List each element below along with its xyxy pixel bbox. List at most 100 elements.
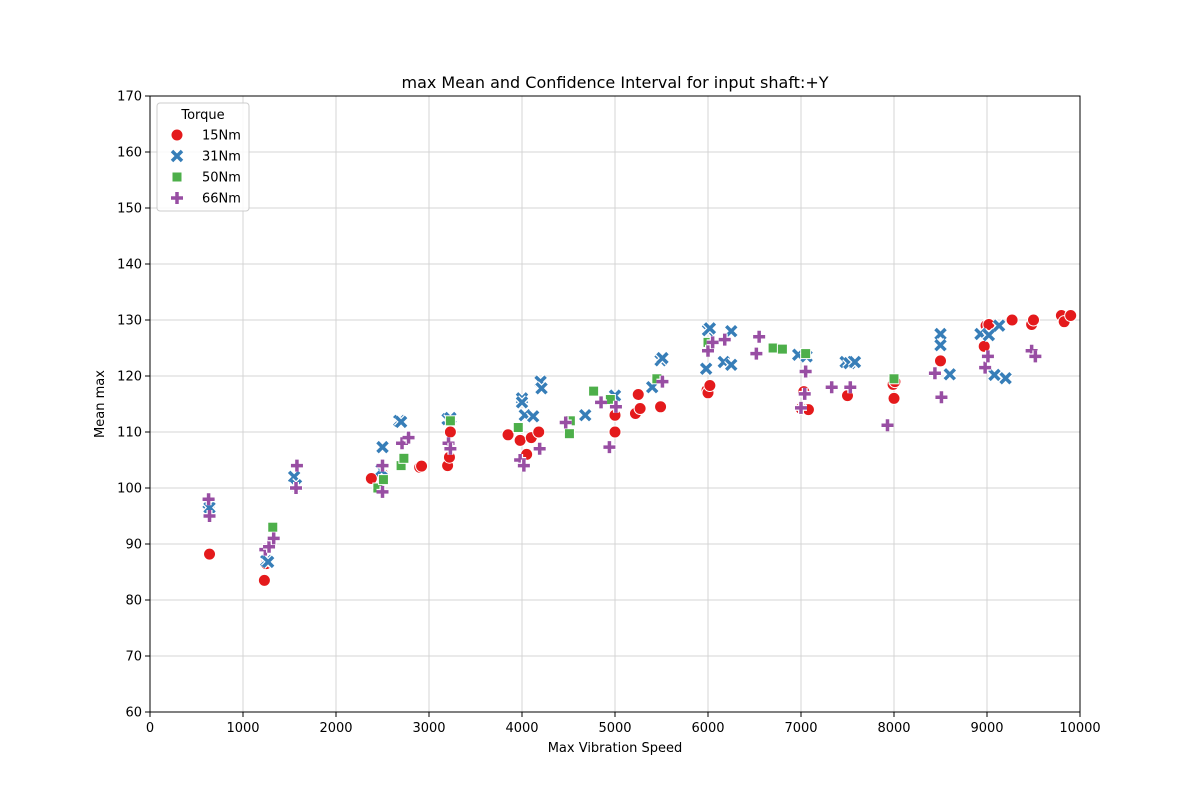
x-tick-label: 6000 xyxy=(691,721,724,736)
data-points xyxy=(201,309,1078,587)
data-point xyxy=(998,371,1013,386)
data-point xyxy=(942,367,957,382)
data-point xyxy=(398,452,410,464)
x-tick-label: 5000 xyxy=(598,721,631,736)
data-point xyxy=(257,573,271,587)
legend-marker xyxy=(170,128,184,142)
data-point xyxy=(267,521,279,533)
data-point xyxy=(532,425,546,439)
x-tick-label: 4000 xyxy=(505,721,538,736)
data-point xyxy=(844,381,857,394)
data-point xyxy=(444,442,457,455)
data-point xyxy=(533,442,546,455)
legend-marker xyxy=(171,192,183,204)
data-point xyxy=(887,391,901,405)
x-tick-label: 9000 xyxy=(970,721,1003,736)
y-axis-label: Mean max xyxy=(93,370,108,438)
data-point xyxy=(290,482,303,494)
data-point xyxy=(203,510,216,522)
y-tick-label: 70 xyxy=(125,650,142,665)
y-tick-label: 100 xyxy=(117,482,142,497)
data-point xyxy=(718,333,731,346)
data-point xyxy=(933,326,948,342)
data-point xyxy=(443,425,457,439)
data-point xyxy=(654,400,668,414)
data-point xyxy=(578,408,593,423)
data-point xyxy=(513,433,527,447)
data-point xyxy=(798,387,811,400)
data-point xyxy=(534,381,549,396)
data-point xyxy=(799,365,812,378)
data-point xyxy=(655,350,670,366)
data-point xyxy=(724,324,739,339)
y-tick-label: 130 xyxy=(117,314,142,329)
data-point xyxy=(724,357,739,372)
data-point xyxy=(987,367,1002,383)
y-tick-label: 90 xyxy=(125,538,142,553)
data-point xyxy=(364,471,378,485)
data-point xyxy=(609,400,622,413)
data-point xyxy=(415,459,429,473)
x-tick-label: 2000 xyxy=(319,721,352,736)
data-point xyxy=(800,348,812,360)
x-tick-label: 1000 xyxy=(226,721,259,736)
y-tick-label: 150 xyxy=(117,202,142,217)
data-point xyxy=(202,493,215,506)
x-axis-label: Max Vibration Speed xyxy=(548,741,683,756)
data-point xyxy=(588,385,600,397)
data-point xyxy=(376,485,389,498)
data-point xyxy=(1005,313,1019,327)
data-point xyxy=(934,354,947,368)
data-point xyxy=(847,354,863,370)
legend: Torque 15Nm 31Nm 50Nm 66Nm xyxy=(156,102,250,212)
data-point xyxy=(393,414,409,430)
data-point xyxy=(935,391,948,404)
x-tick-label: 8000 xyxy=(877,721,910,736)
data-point xyxy=(260,554,276,570)
legend-marker xyxy=(171,171,183,183)
data-point xyxy=(703,379,717,393)
series-66nm xyxy=(202,330,1042,556)
y-tick-label: 140 xyxy=(117,258,142,273)
data-point xyxy=(1029,350,1042,363)
data-point xyxy=(290,459,303,472)
x-tick-label: 10000 xyxy=(1059,721,1100,736)
legend-label: 15Nm xyxy=(202,129,241,144)
axis-ticks: 0 1000 2000 3000 4000 5000 6000 7000 8000 9000 100… xyxy=(117,90,1101,737)
data-point xyxy=(753,330,766,343)
y-tick-label: 170 xyxy=(117,90,142,105)
series-31nm xyxy=(201,318,1013,570)
y-tick-label: 160 xyxy=(117,146,142,161)
data-point xyxy=(699,361,714,376)
data-point xyxy=(444,415,456,427)
data-point xyxy=(595,396,608,409)
y-tick-label: 120 xyxy=(117,370,142,385)
data-point xyxy=(981,350,994,363)
x-tick-label: 7000 xyxy=(784,721,817,736)
data-point xyxy=(526,409,541,424)
legend-item: 50Nm xyxy=(171,171,241,186)
data-point xyxy=(750,347,763,360)
legend-label: 50Nm xyxy=(202,171,241,186)
legend-label: 66Nm xyxy=(202,192,241,207)
data-point xyxy=(767,342,779,354)
legend-label: 31Nm xyxy=(202,150,241,165)
data-point xyxy=(702,321,717,336)
y-tick-label: 80 xyxy=(125,594,142,609)
data-point xyxy=(263,540,276,553)
data-point xyxy=(517,459,530,472)
data-point xyxy=(1064,309,1078,323)
legend-marker xyxy=(169,148,185,164)
legend-title: Torque xyxy=(180,108,224,123)
legend-item: 31Nm xyxy=(169,148,241,165)
data-point xyxy=(888,373,900,385)
data-point xyxy=(514,395,530,410)
data-point xyxy=(633,401,647,415)
data-point xyxy=(795,401,807,414)
data-point xyxy=(928,367,941,380)
data-point xyxy=(776,343,788,355)
data-point xyxy=(559,416,572,429)
chart-title: max Mean and Confidence Interval for inp… xyxy=(401,73,828,92)
data-point xyxy=(706,336,719,349)
